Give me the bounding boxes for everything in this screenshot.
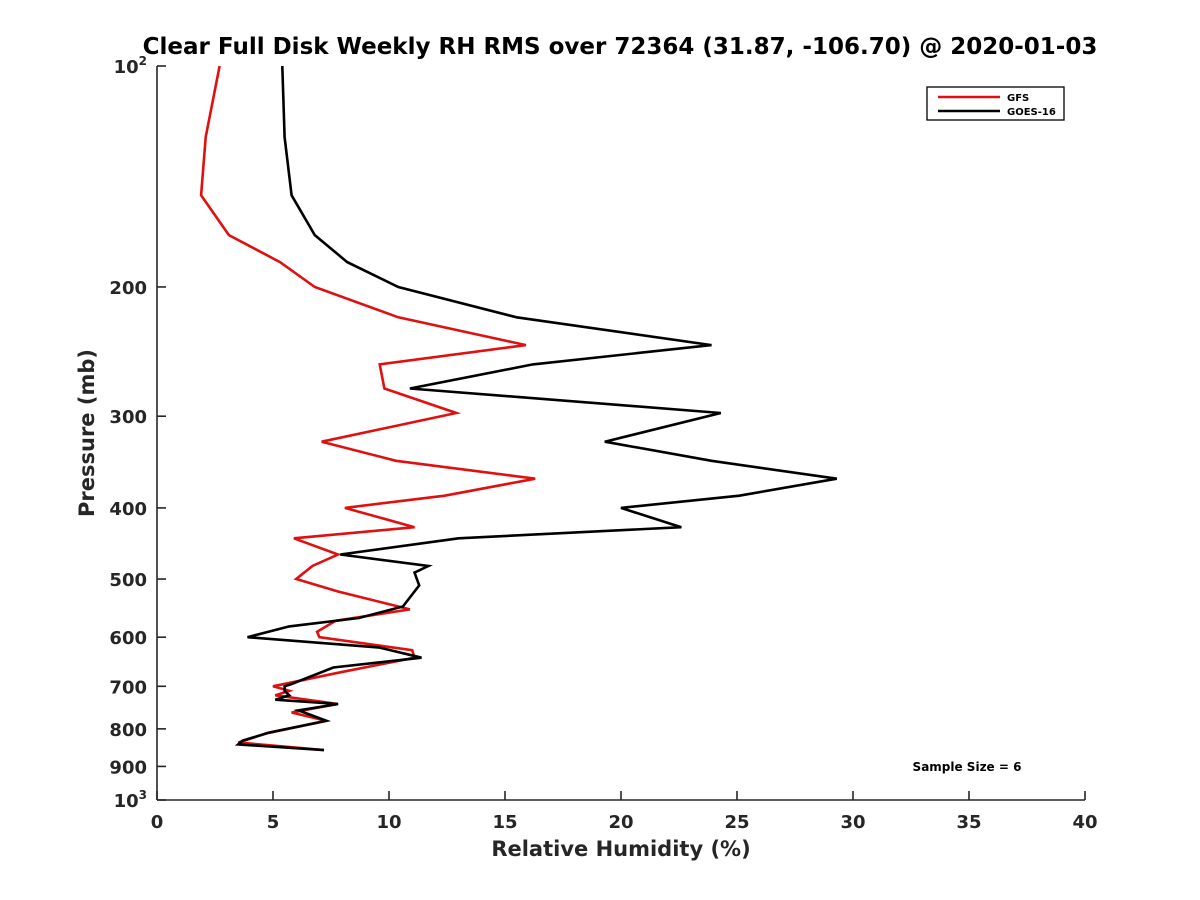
x-tick-label: 0 xyxy=(151,812,164,833)
legend-label-gfs: GFS xyxy=(1007,93,1029,104)
y-tick-label: 900 xyxy=(109,757,147,778)
series-line-gfs xyxy=(199,65,536,752)
y-tick-label: 800 xyxy=(109,720,147,741)
chart-title: Clear Full Disk Weekly RH RMS over 72364… xyxy=(143,34,1098,60)
x-tick-label: 20 xyxy=(608,812,633,833)
legend-label-goes16: GOES-16 xyxy=(1007,107,1056,118)
plot-area: 0 5 10 15 20 25 30 35 40 102 200 300 400 500 600 700 80… xyxy=(109,54,1097,833)
x-tick-label: 30 xyxy=(840,812,865,833)
x-tick-label: 5 xyxy=(267,812,280,833)
x-tick-label: 40 xyxy=(1072,812,1097,833)
y-axis-ticks: 102 200 300 400 500 600 700 800 900 103 xyxy=(109,54,166,812)
y-tick-label: 300 xyxy=(109,407,147,428)
legend: GFS GOES-16 xyxy=(926,86,1065,121)
series-group xyxy=(199,65,838,752)
y-tick-label: 200 xyxy=(109,278,147,299)
y-tick-label: 600 xyxy=(109,628,147,649)
y-tick-label: 102 xyxy=(114,54,147,78)
x-axis-ticks: 0 5 10 15 20 25 30 35 40 xyxy=(151,791,1098,833)
x-axis-label: Relative Humidity (%) xyxy=(491,837,750,861)
x-tick-label: 35 xyxy=(956,812,981,833)
y-tick-label: 400 xyxy=(109,499,147,520)
y-tick-label: 103 xyxy=(114,788,147,812)
x-tick-label: 15 xyxy=(492,812,517,833)
sample-size-annotation: Sample Size = 6 xyxy=(913,760,1022,774)
legend-box xyxy=(926,86,1065,121)
series-line-goes16 xyxy=(234,65,838,752)
x-tick-label: 10 xyxy=(376,812,401,833)
x-tick-label: 25 xyxy=(724,812,749,833)
y-tick-label: 700 xyxy=(109,677,147,698)
y-tick-label: 500 xyxy=(109,570,147,591)
y-axis-label: Pressure (mb) xyxy=(75,349,99,517)
